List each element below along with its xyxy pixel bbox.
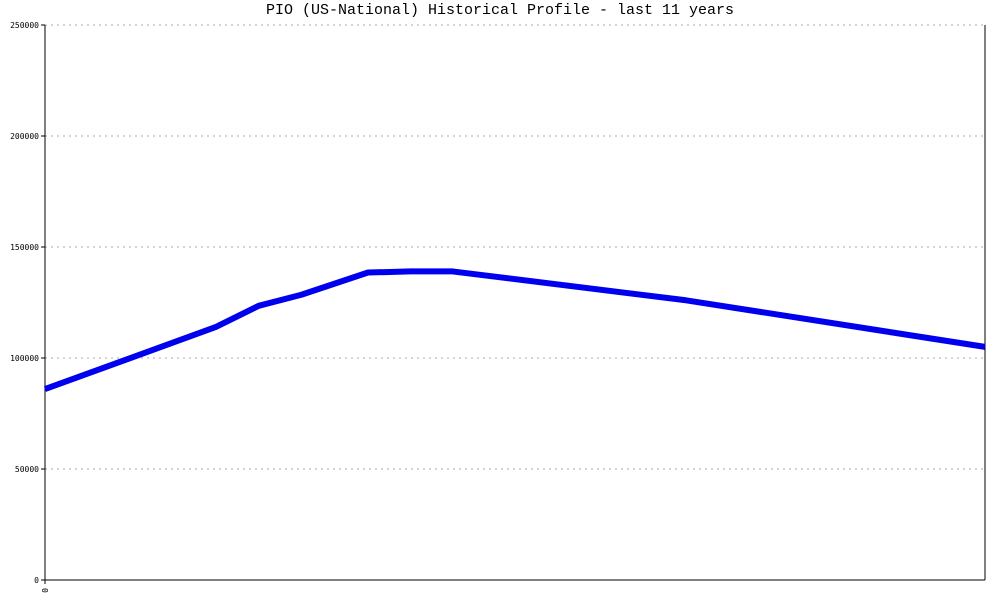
y-tick-label: 0 bbox=[34, 576, 39, 585]
y-tick-label: 150000 bbox=[10, 243, 39, 252]
chart-title: PIO (US-National) Historical Profile - l… bbox=[266, 2, 734, 19]
y-tick-label: 250000 bbox=[10, 21, 39, 30]
y-tick-label: 100000 bbox=[10, 354, 39, 363]
y-tick-label: 50000 bbox=[15, 465, 39, 474]
data-line bbox=[43, 268, 986, 392]
y-tick-label: 200000 bbox=[10, 132, 39, 141]
x-tick-label: 0 bbox=[40, 588, 49, 593]
